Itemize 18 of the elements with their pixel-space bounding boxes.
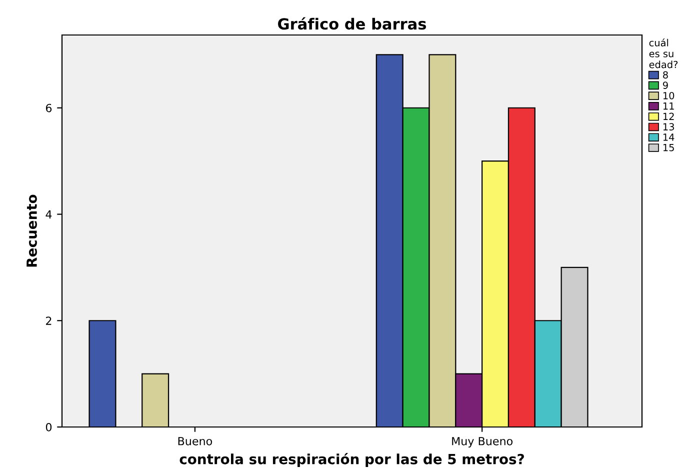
y-tick-label: 4	[46, 210, 52, 218]
legend-label: 11	[663, 102, 674, 110]
y-tick-label: 2	[46, 316, 52, 325]
legend-label: 10	[663, 92, 674, 100]
legend-label: 8	[663, 71, 668, 79]
y-axis-title: Recuento	[26, 194, 37, 267]
legend-label: 9	[663, 82, 668, 89]
y-tick-label: 0	[46, 422, 52, 432]
legend-label: 13	[663, 123, 674, 130]
y-tick-label: 6	[46, 104, 52, 112]
legend-label: 14	[663, 134, 674, 141]
legend-label: 15	[663, 144, 674, 152]
x-tick-label: Bueno	[178, 437, 212, 446]
x-axis-title: controla su respiración por las de 5 metros?	[180, 453, 524, 468]
legend-title: cuál es su edad?	[649, 38, 678, 68]
legend-label: 12	[663, 112, 674, 120]
x-tick-label: Muy Bueno	[452, 437, 512, 448]
chart-title: Gráfico de barras	[278, 17, 426, 30]
